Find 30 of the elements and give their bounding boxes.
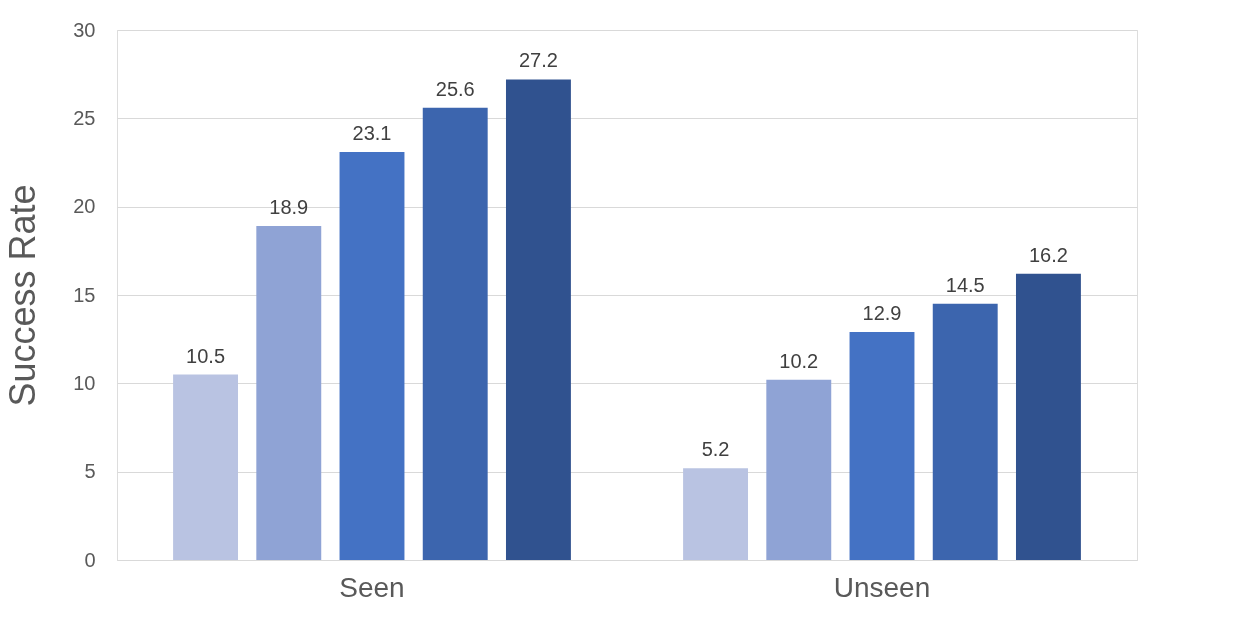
data-label: 23.1: [352, 121, 392, 144]
bar: [766, 379, 832, 560]
y-tick-label: 0: [84, 548, 96, 571]
bar: [339, 151, 405, 560]
bar: [173, 374, 239, 560]
data-label: 25.6: [435, 77, 475, 100]
y-tick-label: 5: [84, 460, 96, 483]
bar: [1015, 273, 1081, 560]
bar: [256, 226, 322, 560]
bar: [505, 79, 571, 560]
bar: [849, 332, 915, 560]
data-label: 16.2: [1028, 243, 1068, 266]
y-tick-label: 10: [73, 371, 96, 394]
y-tick-label: 25: [73, 106, 96, 129]
data-label: 10.2: [779, 349, 819, 372]
bar: [422, 107, 488, 560]
x-tick-label: Unseen: [833, 571, 931, 603]
y-tick-label: 15: [73, 283, 96, 306]
data-label: 18.9: [269, 196, 309, 219]
y-axis-title: Success Rate: [2, 184, 44, 407]
y-tick-label: 20: [73, 195, 96, 218]
data-label: 14.5: [945, 273, 985, 296]
bar: [683, 468, 749, 560]
y-tick-label: 30: [73, 18, 96, 41]
data-label: 27.2: [518, 49, 558, 72]
bar: [932, 303, 998, 560]
x-tick-label: Seen: [339, 571, 405, 603]
data-label: 10.5: [186, 344, 226, 367]
data-label: 12.9: [862, 302, 902, 325]
data-label: 5.2: [701, 438, 730, 461]
